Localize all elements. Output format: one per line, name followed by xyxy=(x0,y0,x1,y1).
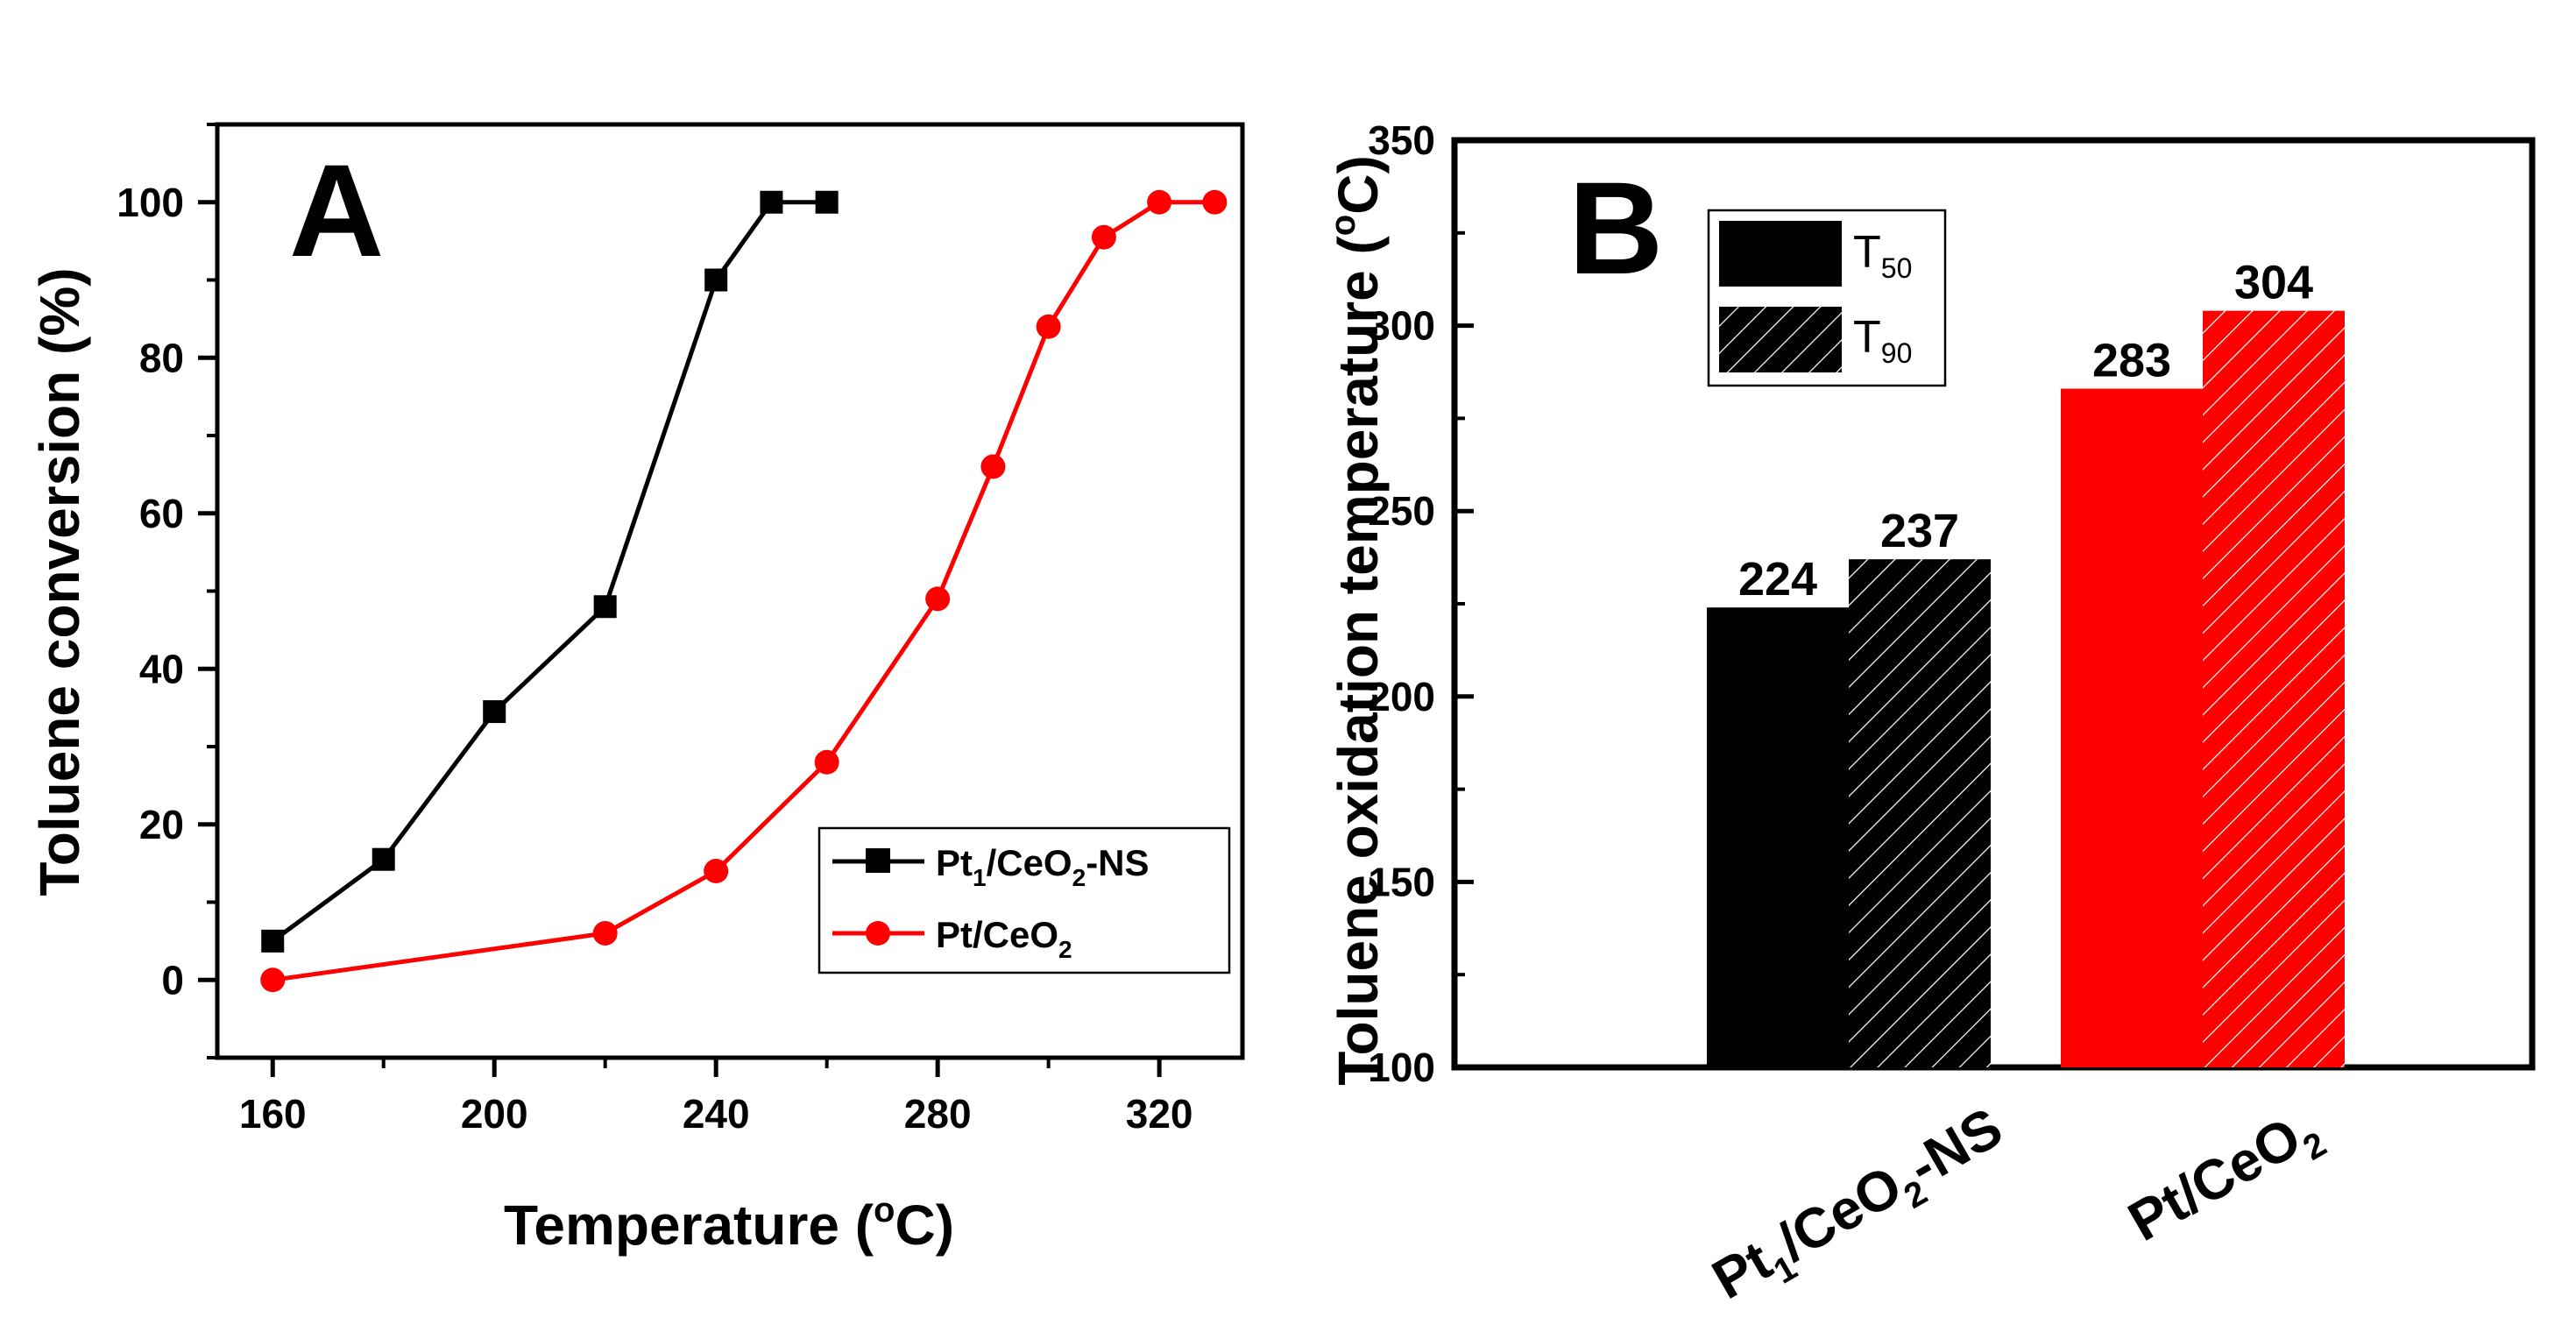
panel-a-y-axis-label: Toluene conversion (%) xyxy=(28,267,91,896)
data-point xyxy=(760,190,783,214)
x-tick-label: 320 xyxy=(1126,1091,1193,1137)
panel-b-ticks: 100 150 200 250 300 350 xyxy=(1368,117,1474,1090)
data-point xyxy=(483,700,506,724)
series-line-2 xyxy=(272,200,1215,982)
bar-value-label: 283 xyxy=(2092,335,2171,387)
legend-label-t90: T90 xyxy=(1853,312,1912,369)
data-point xyxy=(592,921,618,946)
data-point xyxy=(704,268,728,292)
panel-a-legend: Pt1/CeO2-NS Pt/CeO2 xyxy=(817,826,1231,974)
bar-t90-2 xyxy=(2203,310,2345,1067)
y-tick-label: 100 xyxy=(117,180,184,225)
legend-swatch-t90 xyxy=(1719,307,1842,372)
panel-b-label: B xyxy=(1568,154,1663,301)
data-point xyxy=(925,586,951,612)
y-tick-label: 300 xyxy=(1368,303,1435,349)
panel-a-series xyxy=(260,189,1228,993)
legend-marker-square xyxy=(866,848,890,873)
bar-value-label: 224 xyxy=(1738,553,1817,606)
x-tick-label: 160 xyxy=(239,1091,307,1137)
legend-marker-circle xyxy=(866,921,890,946)
data-point xyxy=(1036,314,1061,339)
bar-t50-2 xyxy=(2061,388,2203,1067)
bar-value-label: 304 xyxy=(2234,257,2313,309)
data-point xyxy=(261,929,285,953)
panel-b-y-axis-label: Toluene oxidation temperature (oC) xyxy=(1324,155,1390,1086)
y-tick-label: 20 xyxy=(139,802,184,847)
y-tick-label: 250 xyxy=(1368,488,1435,534)
panel-a-label: A xyxy=(289,137,384,284)
x-tick-label: 280 xyxy=(904,1091,972,1137)
panel-b-legend: T50 T90 xyxy=(1707,209,1947,387)
y-tick-label: 80 xyxy=(139,335,184,380)
panel-b-bars: 224 237 283 304 xyxy=(1707,257,2345,1067)
bar-t50-1 xyxy=(1707,607,1849,1067)
y-tick-label: 100 xyxy=(1368,1045,1435,1090)
category-label-pt-ceo2: Pt/CeO2 xyxy=(2118,1095,2333,1262)
y-tick-label: 200 xyxy=(1368,674,1435,719)
y-tick-label: 40 xyxy=(139,646,184,691)
y-tick-label: 0 xyxy=(161,957,184,1003)
x-tick-label: 240 xyxy=(683,1091,750,1137)
panel-a: 160 200 240 280 320 0 20 40 60 80 100 A Pt1/CeO2-N… xyxy=(28,122,1245,1257)
panel-a-ticks: 160 200 240 280 320 0 20 40 60 80 100 xyxy=(117,123,1193,1137)
data-point xyxy=(593,595,617,619)
series-line-1 xyxy=(271,200,827,943)
panel-a-x-axis-label: Temperature (oC) xyxy=(504,1191,954,1257)
category-label-pt1-ceo2-ns: Pt1/CeO2-NS xyxy=(1702,1095,2017,1320)
data-point xyxy=(1091,224,1116,250)
data-point xyxy=(814,749,839,775)
legend-swatch-t50 xyxy=(1719,221,1842,287)
y-tick-label: 60 xyxy=(139,491,184,536)
panel-b: 100 150 200 250 300 350 224 237 283 304 B T50 T9… xyxy=(1324,117,2536,1320)
data-point xyxy=(260,967,286,993)
y-tick-label: 150 xyxy=(1368,859,1435,904)
legend-label-series-1: Pt1/CeO2-NS xyxy=(936,842,1150,891)
x-tick-label: 200 xyxy=(461,1091,528,1137)
bar-t90-1 xyxy=(1849,559,1991,1067)
bar-value-label: 237 xyxy=(1880,505,1959,557)
legend-label-series-2: Pt/CeO2 xyxy=(936,914,1072,963)
data-point xyxy=(980,454,1006,479)
legend-label-t50: T50 xyxy=(1853,227,1912,284)
data-point xyxy=(1147,189,1172,215)
data-point xyxy=(704,859,729,883)
data-point xyxy=(1202,189,1228,215)
y-tick-label: 350 xyxy=(1368,117,1435,163)
data-point xyxy=(815,190,839,214)
data-point xyxy=(372,847,395,871)
